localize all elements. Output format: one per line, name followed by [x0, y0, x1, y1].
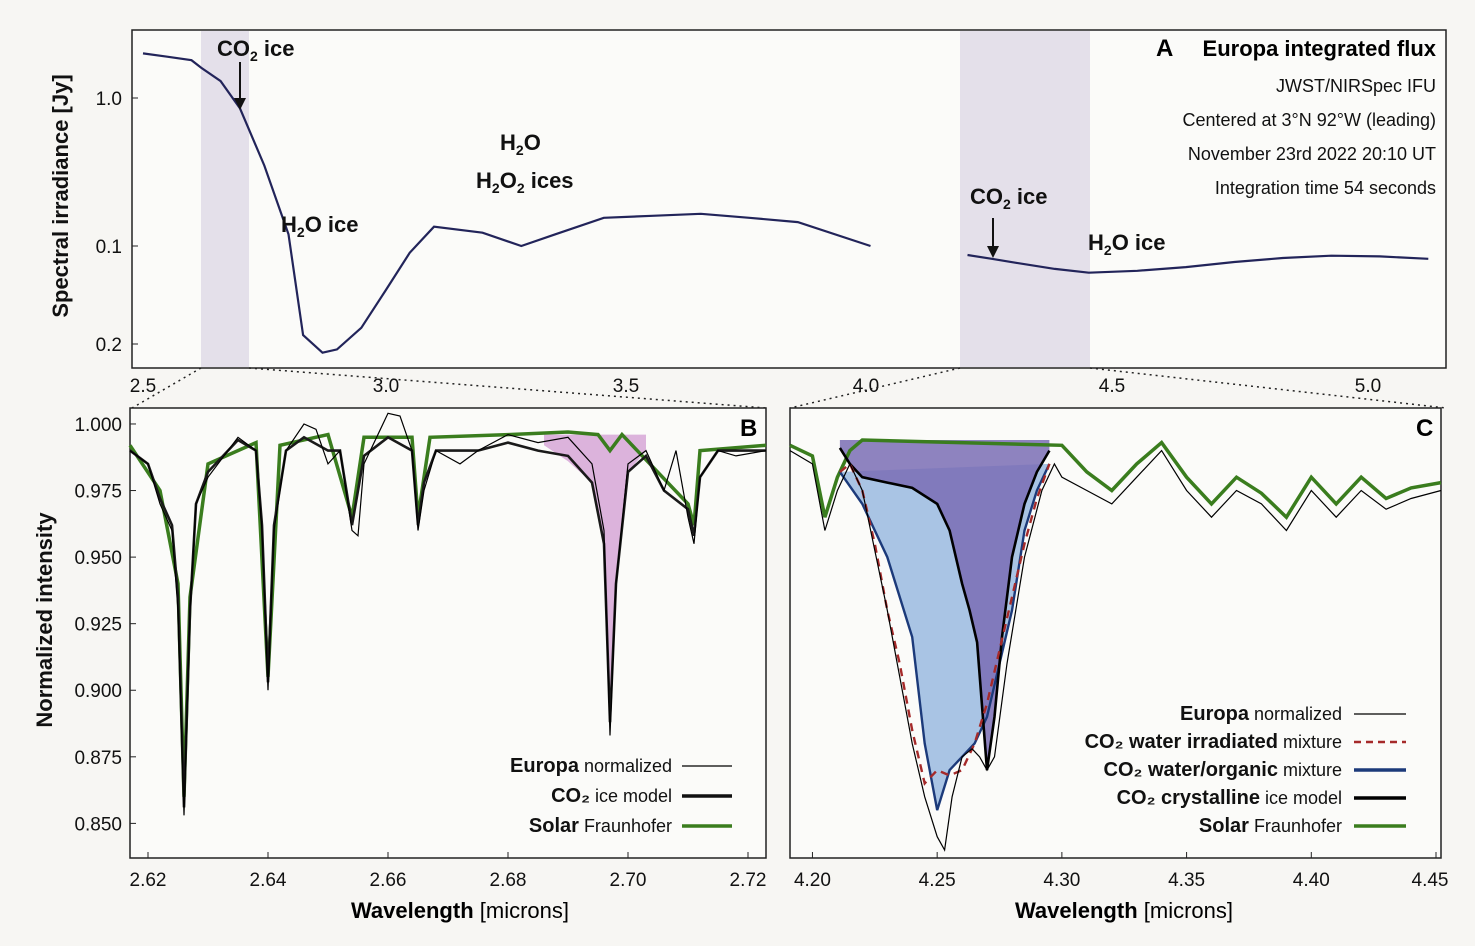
c-xtick-label: 4.25: [919, 870, 956, 891]
c-legend-label: CO₂ water irradiated mixture: [1085, 731, 1342, 753]
b-xtick-label: 2.64: [250, 870, 287, 891]
a-ytick-label: 0.2: [96, 335, 122, 356]
a-xtick-label: 2.5: [130, 376, 156, 397]
zoom-line: [1089, 367, 1447, 409]
b-ytick-label: 0.925: [74, 615, 122, 636]
b-ytick-label: 0.900: [74, 681, 122, 702]
a-xtick-label: 4.5: [1099, 376, 1125, 397]
shade-region-co2-2-7: [201, 31, 249, 367]
b-xlabel: Wavelength [microns]: [351, 898, 569, 923]
panel-a-title: Europa integrated flux: [1203, 36, 1437, 61]
c-series-europa: [789, 449, 1442, 852]
c-series-irradiated: [839, 462, 1051, 786]
a-xtick-label: 3.5: [613, 376, 639, 397]
panel-a-label: A: [1156, 35, 1173, 62]
panel-c: C 4.20 4.25 4.30 4.35 4.40 4.45 Wavelength [m…: [789, 407, 1449, 923]
info-integration: Integration time 54 seconds: [1215, 178, 1436, 198]
c-legend-label: CO₂ water/organic mixture: [1104, 759, 1343, 781]
a-ylabel: Spectral irradiance [Jy]: [48, 74, 73, 317]
b-legend-label: CO₂ ice model: [551, 785, 672, 807]
b-xtick-label: 2.66: [370, 870, 407, 891]
b-legend-label: Europa normalized: [510, 755, 672, 777]
c-legend-label: Solar Fraunhofer: [1199, 815, 1342, 837]
c-xtick-label: 4.40: [1293, 870, 1330, 891]
b-xtick-label: 2.62: [130, 870, 167, 891]
shade-region-co2-4-25: [960, 31, 1090, 367]
zoom-line: [248, 367, 767, 409]
zoom-line: [131, 367, 202, 409]
panel-b-plot: [128, 412, 767, 816]
c-legend-label: Europa normalized: [1180, 703, 1342, 725]
info-date: November 23rd 2022 20:10 UT: [1188, 144, 1436, 164]
annot-h2o-ice-right: H2O ice: [1088, 230, 1166, 258]
a-ytick-label: 1.0: [96, 89, 122, 110]
b-legend: Europa normalized CO₂ ice model Solar Fr…: [510, 755, 732, 837]
a-xticks: 2.5 3.0 3.5 4.0 4.5 5.0: [130, 376, 1381, 397]
panel-a: 1.0 0.1 0.2 Spectral irradiance [Jy] 2.5…: [48, 29, 1447, 397]
annot-h2o-ice-left: H2O ice: [281, 212, 359, 240]
c-xtick-label: 4.35: [1168, 870, 1205, 891]
c-xlabel: Wavelength [microns]: [1015, 898, 1233, 923]
a-xtick-label: 3.0: [373, 376, 399, 397]
a-spectrum-segment-2: [967, 253, 1429, 274]
panel-a-spectrum: [142, 52, 1429, 354]
annot-arrowhead: [234, 98, 246, 110]
b-ytick-label: 0.850: [74, 814, 122, 835]
b-co2-shading: [544, 434, 646, 723]
b-xtick-label: 2.68: [490, 870, 527, 891]
b-ytick-label: 0.975: [74, 482, 122, 503]
a-ytick-label: 0.1: [96, 237, 122, 258]
a-xtick-label: 5.0: [1355, 376, 1381, 397]
b-xtick-label: 2.70: [610, 870, 647, 891]
annot-arrowhead: [987, 246, 999, 258]
annot-co2-ice-right: CO2 ice: [970, 184, 1048, 212]
c-series-solar: [789, 438, 1442, 520]
c-xticks: 4.20 4.25 4.30 4.35 4.40 4.45: [794, 852, 1449, 891]
panel-c-plot: [789, 438, 1442, 852]
c-xtick-label: 4.20: [794, 870, 831, 891]
a-spectrum-segment-1: [142, 52, 871, 354]
c-xtick-label: 4.30: [1043, 870, 1080, 891]
panel-c-label: C: [1416, 415, 1433, 442]
zoom-connectors: [131, 367, 1447, 409]
info-location: Centered at 3°N 92°W (leading): [1182, 110, 1436, 130]
panel-b-label: B: [740, 415, 757, 442]
c-legend: Europa normalized CO₂ water irradiated m…: [1085, 703, 1406, 837]
panel-a-frame: [131, 29, 1447, 369]
b-ytick-label: 0.875: [74, 748, 122, 769]
b-ytick-label: 1.000: [74, 415, 122, 436]
b-xtick-label: 2.72: [730, 870, 767, 891]
c-series-crystalline: [838, 447, 1051, 771]
b-series-europa: [129, 412, 767, 816]
b-ytick-label: 0.950: [74, 548, 122, 569]
annot-h2o2-ices: H2O2 ices: [476, 168, 574, 196]
annot-co2-ice-left: CO2 ice: [217, 36, 295, 64]
a-xtick-label: 4.0: [853, 376, 879, 397]
b-yticks: 1.000 0.975 0.950 0.925 0.900 0.875 0.850: [74, 415, 136, 835]
zoom-line: [789, 367, 961, 409]
info-instrument: JWST/NIRSpec IFU: [1276, 76, 1436, 96]
b-ylabel: Normalized intensity: [32, 512, 57, 728]
panel-b: B 1.000 0.975 0.950 0.925 0.900 0.875 0.850 2.…: [32, 407, 767, 923]
b-xticks: 2.62 2.64 2.66 2.68 2.70 2.72: [130, 852, 767, 891]
b-legend-label: Solar Fraunhofer: [529, 815, 672, 837]
c-legend-label: CO₂ crystalline ice model: [1117, 787, 1342, 809]
c-xtick-label: 4.45: [1412, 870, 1449, 891]
